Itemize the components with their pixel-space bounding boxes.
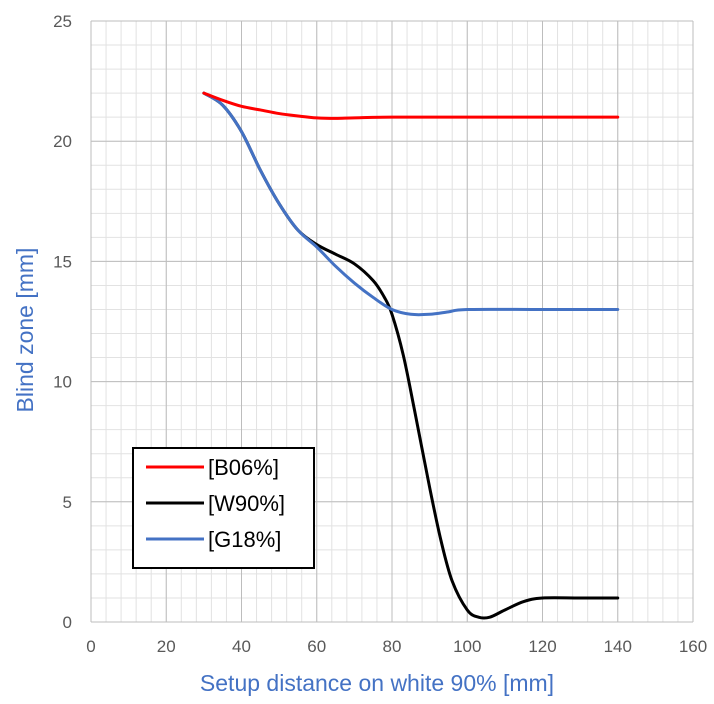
y-tick-label: 10 xyxy=(53,373,72,392)
legend-label-g18: [G18%] xyxy=(208,527,281,552)
y-tick-labels: 0 5 10 15 20 25 xyxy=(53,12,72,632)
series-line-g18 xyxy=(202,91,620,317)
legend-label-w90: [W90%] xyxy=(208,491,285,516)
legend: [B06%] [W90%] [G18%] xyxy=(132,447,315,569)
y-axis-title: Blind zone [mm] xyxy=(12,248,38,413)
series-lines xyxy=(202,91,620,620)
x-tick-label: 20 xyxy=(157,637,176,656)
x-tick-label: 120 xyxy=(528,637,556,656)
x-tick-label: 0 xyxy=(86,637,95,656)
series-line-b06 xyxy=(202,91,620,120)
x-axis-title: Setup distance on white 90% [mm] xyxy=(200,670,554,696)
x-tick-labels: 0 20 40 60 80 100 120 140 160 xyxy=(86,637,707,656)
legend-label-b06: [B06%] xyxy=(208,455,279,480)
x-tick-label: 140 xyxy=(604,637,632,656)
x-tick-label: 60 xyxy=(307,637,326,656)
y-tick-label: 5 xyxy=(63,493,72,512)
x-tick-label: 160 xyxy=(679,637,707,656)
x-tick-label: 40 xyxy=(232,637,251,656)
y-tick-label: 0 xyxy=(63,613,72,632)
y-tick-label: 15 xyxy=(53,252,72,271)
x-tick-label: 100 xyxy=(453,637,481,656)
y-tick-label: 20 xyxy=(53,132,72,151)
x-tick-label: 80 xyxy=(383,637,402,656)
y-tick-label: 25 xyxy=(53,12,72,31)
